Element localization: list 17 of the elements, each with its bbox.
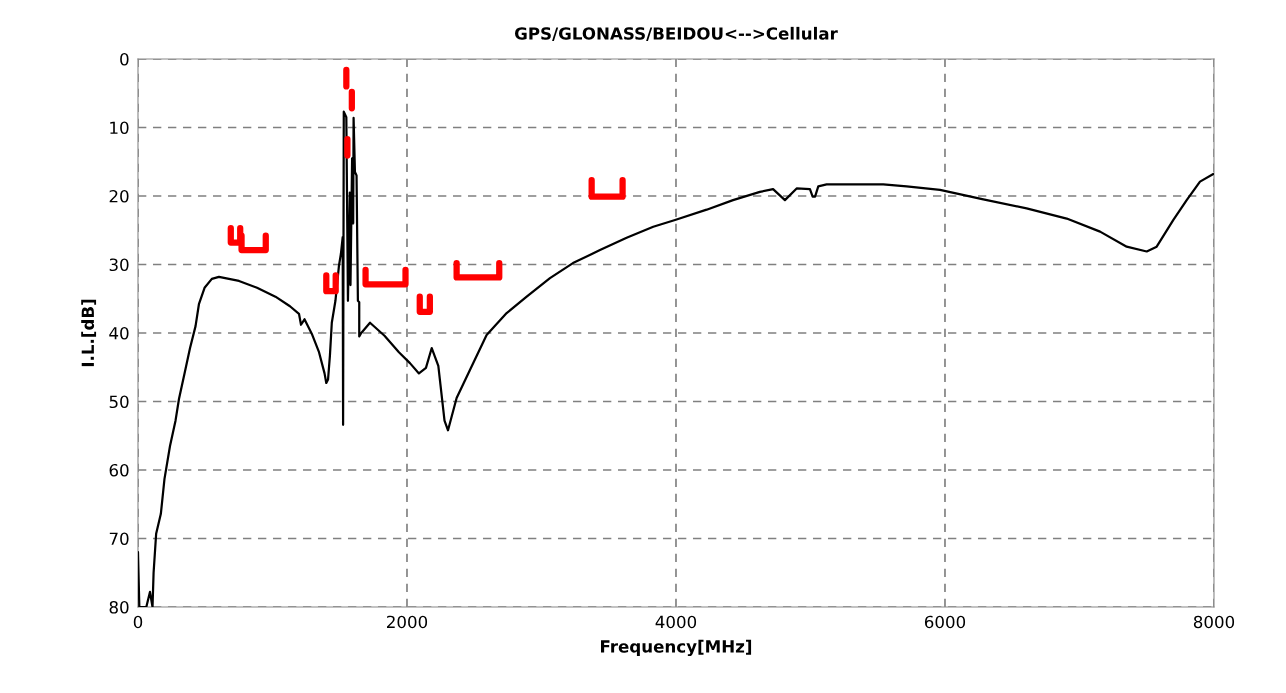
y-tick-label: 80: [109, 600, 129, 614]
y-tick-label: 20: [109, 189, 129, 203]
chart-title: GPS/GLONASS/BEIDOU<-->Cellular: [514, 26, 838, 42]
y-tick-label: 70: [109, 532, 129, 546]
y-tick-label: 40: [109, 326, 129, 340]
y-tick-label: 60: [109, 463, 129, 477]
x-tick-label: 8000: [1193, 615, 1235, 629]
x-tick-label: 6000: [924, 615, 966, 629]
y-tick-label: 10: [110, 121, 129, 135]
y-tick-label: 30: [109, 258, 129, 272]
y-tick-label: 0: [120, 52, 129, 66]
y-axis-title: I.L.[dB]: [81, 299, 97, 367]
x-tick-label: 0: [133, 615, 143, 629]
y-tick-label: 50: [109, 395, 129, 409]
x-tick-label: 4000: [655, 615, 697, 629]
x-axis-title: Frequency[MHz]: [601, 639, 752, 657]
x-tick-label: 2000: [387, 615, 428, 629]
